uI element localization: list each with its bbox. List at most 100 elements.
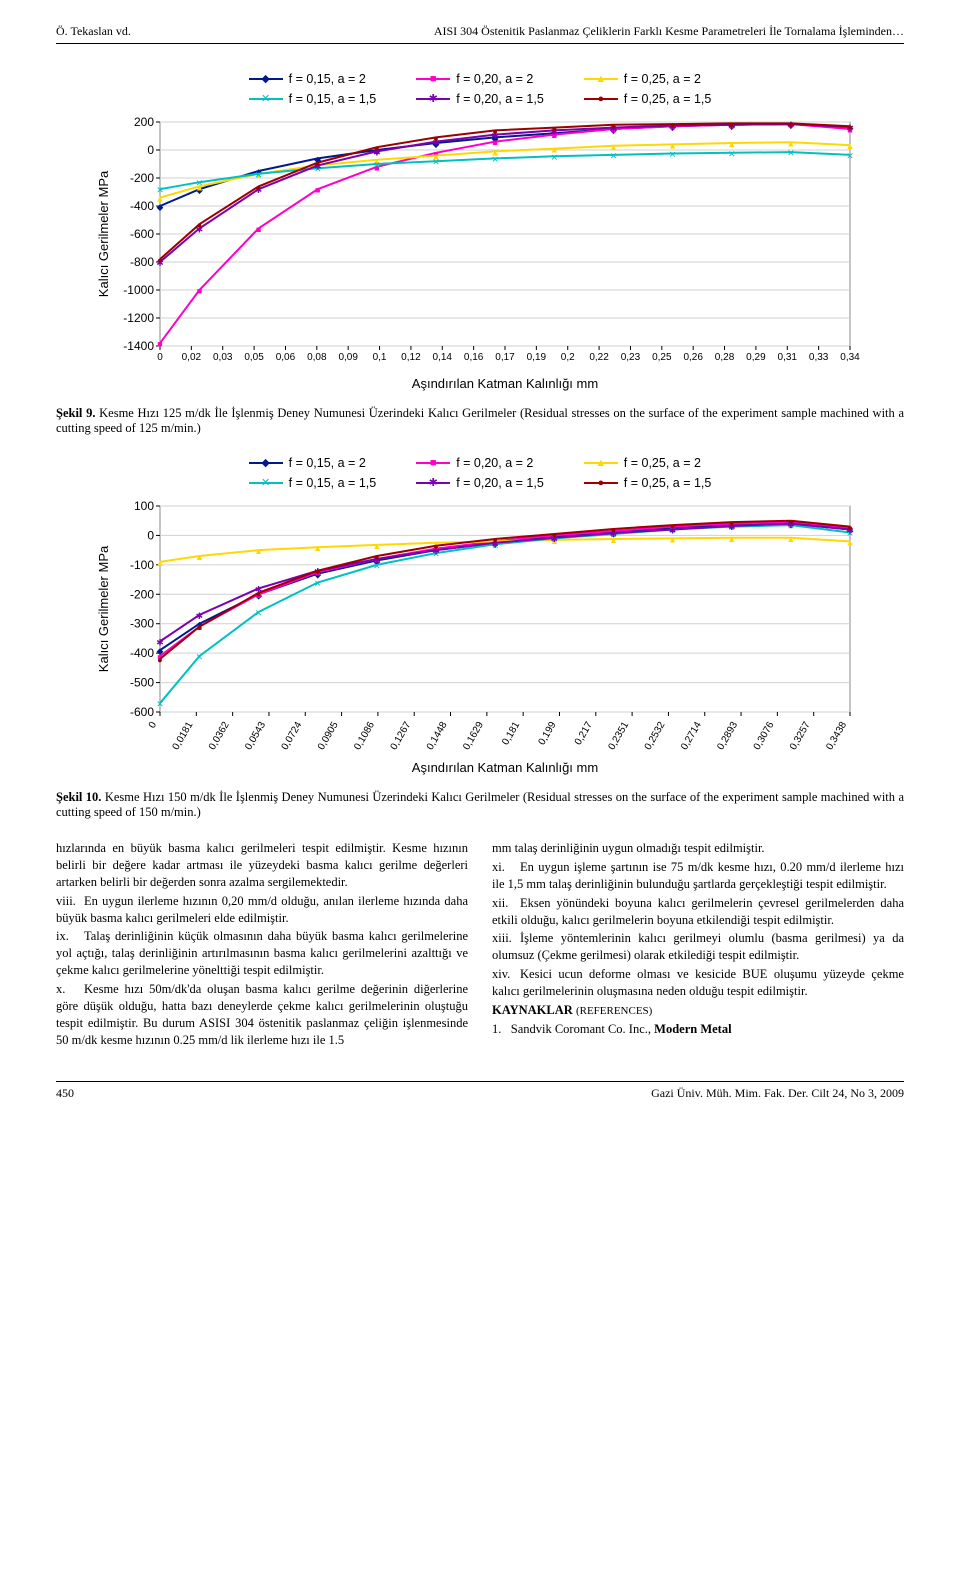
svg-text:✕: ✕ [610,151,618,161]
body-paragraph: x.Kesme hızı 50m/dk'da oluşan basma kalı… [56,981,468,1049]
svg-text:0,1629: 0,1629 [461,720,486,752]
legend-item: ●f = 0,25, a = 1,5 [584,476,712,490]
svg-text:●: ● [847,122,852,132]
svg-text:Kalıcı Gerilmeler MPa: Kalıcı Gerilmeler MPa [96,170,111,297]
svg-text:✕: ✕ [255,170,263,180]
chart1-caption: Şekil 9. Kesme Hızı 125 m/dk İle İşlenmi… [56,406,904,436]
body-paragraph: xii.Eksen yönündeki boyuna kalıcı gerilm… [492,895,904,929]
svg-text:0,25: 0,25 [652,352,672,363]
svg-text:✕: ✕ [255,608,263,618]
legend-item: ■f = 0,20, a = 2 [416,72,544,86]
svg-text:●: ● [315,567,320,577]
legend-item: ✕f = 0,15, a = 1,5 [249,476,377,490]
svg-text:✱: ✱ [156,637,164,647]
svg-text:0,06: 0,06 [276,352,296,363]
svg-text:0,1267: 0,1267 [389,720,414,752]
svg-text:0,16: 0,16 [464,352,484,363]
svg-text:●: ● [492,535,497,545]
body-paragraph: hızlarında en büyük basma kalıcı gerilme… [56,840,468,891]
legend-item: ✕f = 0,15, a = 1,5 [249,92,377,106]
svg-text:■: ■ [197,286,202,296]
svg-text:Aşındırılan Katman Kalınlığı m: Aşındırılan Katman Kalınlığı mm [412,760,598,775]
svg-text:-400: -400 [130,199,154,213]
svg-text:0,2532: 0,2532 [643,720,668,752]
svg-text:0: 0 [147,143,154,157]
svg-text:▲: ▲ [254,546,263,556]
svg-text:▲: ▲ [786,534,795,544]
svg-text:0,1086: 0,1086 [352,720,377,752]
svg-text:▲: ▲ [727,139,736,149]
svg-text:■: ■ [315,185,320,195]
svg-text:0,12: 0,12 [401,352,421,363]
svg-text:▲: ▲ [846,141,855,151]
svg-text:0,14: 0,14 [433,352,453,363]
svg-text:●: ● [256,182,261,192]
svg-text:✱: ✱ [196,611,204,621]
svg-text:-400: -400 [130,646,154,660]
caption1-bold: Şekil 9. [56,406,95,420]
svg-text:●: ● [611,121,616,131]
svg-text:▲: ▲ [786,138,795,148]
svg-text:●: ● [788,517,793,527]
legend-item: ◆f = 0,15, a = 2 [249,456,377,470]
svg-text:0,03: 0,03 [213,352,233,363]
svg-text:▲: ▲ [668,534,677,544]
svg-text:●: ● [157,655,162,665]
svg-text:-100: -100 [130,558,154,572]
svg-text:0,29: 0,29 [746,352,766,363]
svg-text:●: ● [374,143,379,153]
svg-text:0,2893: 0,2893 [715,720,740,752]
svg-text:Aşındırılan Katman Kalınlığı m: Aşındırılan Katman Kalınlığı mm [412,376,598,391]
body-columns: hızlarında en büyük basma kalıcı gerilme… [56,840,904,1051]
svg-text:●: ● [492,126,497,136]
svg-text:0,0362: 0,0362 [207,720,232,752]
svg-text:-800: -800 [130,255,154,269]
svg-text:100: 100 [134,499,154,513]
chart2-caption: Şekil 10. Kesme Hızı 150 m/dk İle İşlenm… [56,790,904,820]
svg-text:0,0543: 0,0543 [243,720,268,752]
svg-text:▲: ▲ [313,543,322,553]
svg-text:0,0181: 0,0181 [171,720,196,752]
svg-text:0,0724: 0,0724 [280,720,305,752]
header-left: Ö. Tekaslan vd. [56,24,131,39]
header-right: AISI 304 Östenitik Paslanmaz Çeliklerin … [434,24,904,39]
legend-item: ■f = 0,20, a = 2 [416,456,544,470]
svg-text:✕: ✕ [373,160,381,170]
svg-text:0,05: 0,05 [244,352,264,363]
references-title: KAYNAKLAR (REFERENCES) [492,1002,904,1019]
legend-item: ▲f = 0,25, a = 2 [584,456,712,470]
body-paragraph: mm talaş derinliğinin uygun olmadığı tes… [492,840,904,857]
svg-text:●: ● [157,255,162,265]
svg-text:0,217: 0,217 [573,720,595,748]
legend-item: ✱f = 0,20, a = 1,5 [416,476,544,490]
svg-text:✕: ✕ [314,579,322,589]
svg-text:0,23: 0,23 [621,352,641,363]
svg-text:0,31: 0,31 [778,352,798,363]
caption1-text: Kesme Hızı 125 m/dk İle İşlenmiş Deney N… [56,406,904,435]
svg-text:0,3438: 0,3438 [824,720,849,752]
svg-text:200: 200 [134,115,154,129]
right-column: mm talaş derinliğinin uygun olmadığı tes… [492,840,904,1051]
svg-text:▲: ▲ [195,552,204,562]
svg-text:0,181: 0,181 [500,720,522,748]
svg-text:▲: ▲ [727,534,736,544]
svg-text:✕: ✕ [156,185,164,195]
svg-text:0,0905: 0,0905 [316,720,341,752]
svg-text:0,33: 0,33 [809,352,829,363]
svg-text:●: ● [315,159,320,169]
header-rule [56,43,904,44]
legend-item: ◆f = 0,15, a = 2 [249,72,377,86]
svg-text:▲: ▲ [156,558,165,568]
svg-text:-1200: -1200 [123,311,154,325]
svg-text:-200: -200 [130,587,154,601]
svg-text:●: ● [670,120,675,130]
svg-text:✕: ✕ [196,178,204,188]
svg-text:●: ● [433,133,438,143]
footer-right: Gazi Üniv. Müh. Mim. Fak. Der. Cilt 24, … [651,1086,904,1101]
svg-text:0,28: 0,28 [715,352,735,363]
legend-item: ✱f = 0,20, a = 1,5 [416,92,544,106]
svg-text:0,3257: 0,3257 [788,720,813,752]
svg-text:●: ● [197,220,202,230]
svg-text:●: ● [611,525,616,535]
svg-text:●: ● [729,119,734,129]
